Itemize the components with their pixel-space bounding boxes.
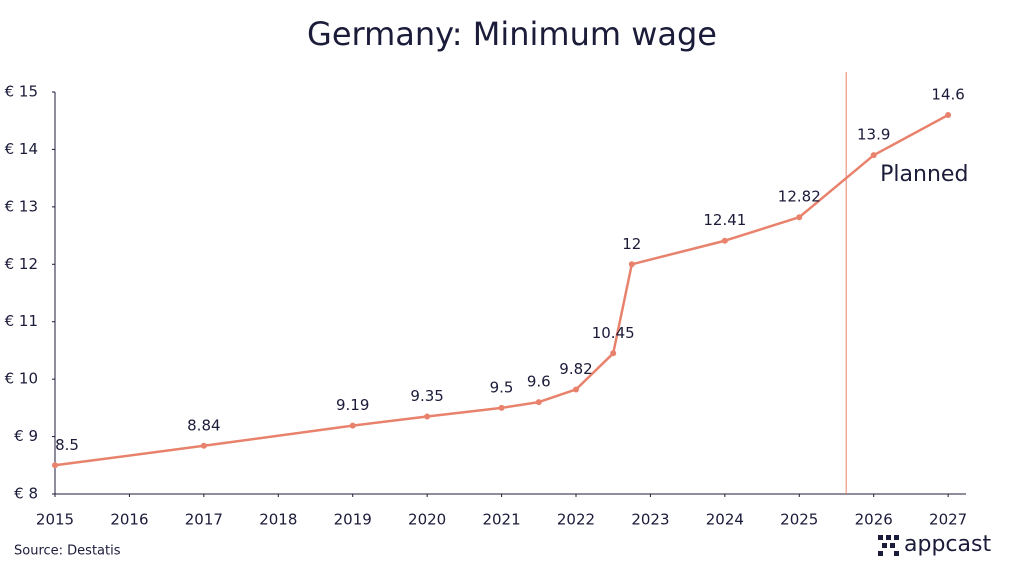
- y-tick-label: € 12: [5, 255, 38, 273]
- x-tick-label: 2016: [110, 511, 148, 529]
- value-label: 9.35: [410, 387, 443, 405]
- point: [424, 413, 431, 420]
- value-label: 12.41: [703, 211, 746, 229]
- point: [572, 386, 579, 393]
- point: [870, 152, 877, 159]
- value-label: 9.5: [490, 378, 514, 396]
- value-label: 10.45: [592, 324, 635, 342]
- point: [535, 399, 542, 406]
- chart-title: Germany: Minimum wage: [307, 15, 717, 53]
- value-label: 8.84: [187, 416, 220, 434]
- x-tick-label: 2024: [706, 511, 744, 529]
- point: [349, 422, 356, 429]
- point: [945, 111, 952, 118]
- y-tick-label: € 8: [14, 485, 38, 503]
- x-tick-label: 2019: [334, 511, 372, 529]
- x-tick-label: 2020: [408, 511, 446, 529]
- logo-icon: [878, 535, 899, 556]
- value-label: 9.6: [527, 373, 551, 391]
- y-tick-label: € 10: [5, 370, 38, 388]
- value-label: 12.82: [778, 188, 821, 206]
- x-tick-label: 2015: [36, 511, 74, 529]
- x-tick-label: 2021: [482, 511, 520, 529]
- source: Source: Destatis: [14, 544, 121, 559]
- point: [498, 404, 505, 411]
- y-tick-label: € 9: [14, 427, 38, 445]
- x-tick-label: 2026: [855, 511, 893, 529]
- point: [796, 214, 803, 221]
- logo: appcast: [904, 532, 991, 557]
- y-tick-label: € 15: [5, 83, 38, 101]
- y-tick-label: € 14: [5, 140, 38, 158]
- x-tick-label: 2025: [780, 511, 818, 529]
- x-tick-label: 2018: [259, 511, 297, 529]
- point: [628, 261, 635, 268]
- x-tick-label: 2017: [185, 511, 223, 529]
- point: [610, 350, 617, 357]
- y-tick-label: € 11: [5, 312, 38, 330]
- point: [52, 462, 58, 469]
- point: [200, 442, 207, 449]
- line: [54, 113, 949, 467]
- value-label: 12: [622, 235, 641, 253]
- x-tick-label: 2027: [929, 511, 967, 529]
- value-label: 9.82: [559, 360, 592, 378]
- value-label: 13.9: [857, 126, 890, 144]
- value-label: 9.19: [336, 396, 369, 414]
- x-tick-label: 2023: [631, 511, 669, 529]
- point: [721, 237, 728, 244]
- y-tick-label: € 13: [5, 197, 38, 215]
- value-label: 14.6: [931, 85, 964, 103]
- x-tick-label: 2022: [557, 511, 595, 529]
- annotation: Planned: [880, 162, 968, 187]
- value-label: 8.5: [55, 436, 79, 454]
